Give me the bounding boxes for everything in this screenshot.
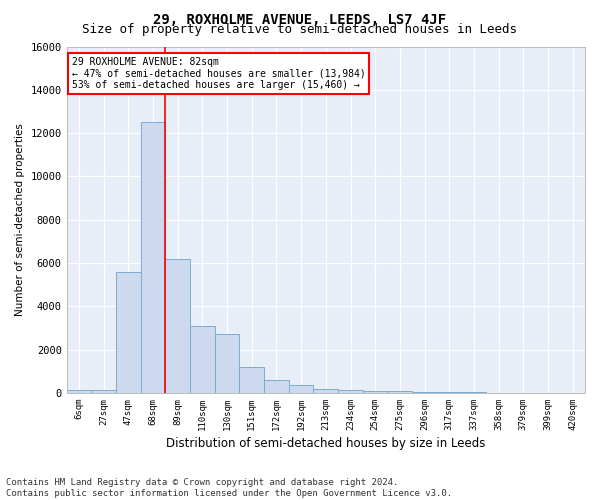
Bar [461, 392, 486, 393]
Bar [166, 258, 190, 393]
Bar [264, 380, 289, 393]
Bar [116, 272, 141, 393]
Bar [388, 391, 412, 393]
Bar [437, 392, 461, 393]
Bar [338, 390, 363, 393]
Bar [313, 388, 338, 393]
Text: Contains HM Land Registry data © Crown copyright and database right 2024.
Contai: Contains HM Land Registry data © Crown c… [6, 478, 452, 498]
Text: 29, ROXHOLME AVENUE, LEEDS, LS7 4JF: 29, ROXHOLME AVENUE, LEEDS, LS7 4JF [154, 12, 446, 26]
Bar [289, 386, 313, 393]
Bar [363, 391, 388, 393]
X-axis label: Distribution of semi-detached houses by size in Leeds: Distribution of semi-detached houses by … [166, 437, 485, 450]
Y-axis label: Number of semi-detached properties: Number of semi-detached properties [15, 124, 25, 316]
Bar [67, 390, 91, 393]
Bar [215, 334, 239, 393]
Bar [190, 326, 215, 393]
Bar [412, 392, 437, 393]
Text: 29 ROXHOLME AVENUE: 82sqm
← 47% of semi-detached houses are smaller (13,984)
53%: 29 ROXHOLME AVENUE: 82sqm ← 47% of semi-… [72, 57, 365, 90]
Bar [91, 390, 116, 393]
Bar [141, 122, 166, 393]
Text: Size of property relative to semi-detached houses in Leeds: Size of property relative to semi-detach… [83, 22, 517, 36]
Bar [239, 367, 264, 393]
